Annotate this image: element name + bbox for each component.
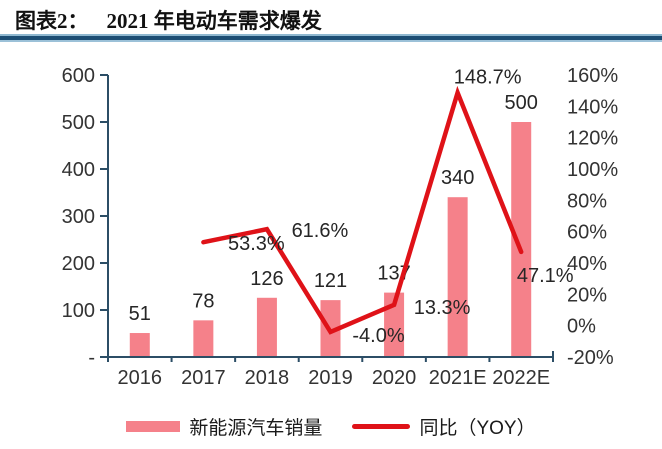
yoy-line — [201, 85, 524, 335]
right-tick-label: 60% — [567, 222, 607, 244]
yoy-value-label: 53.3% — [228, 233, 285, 255]
figure-number-label: 图表2： — [15, 9, 89, 33]
bar-value-label: 121 — [314, 270, 347, 292]
left-tick-label: 500 — [62, 112, 95, 134]
right-tick-label: 40% — [567, 253, 607, 275]
bar-2016 — [129, 333, 150, 357]
bar-value-label: 500 — [505, 92, 538, 114]
category-label-2016: 2016 — [118, 367, 163, 389]
yoy-value-label: 148.7% — [454, 67, 522, 89]
category-label-2020: 2020 — [372, 367, 417, 389]
figure-header: 图表2： 2021 年电动车需求爆发 — [15, 5, 322, 35]
yoy-value-label: 61.6% — [292, 220, 349, 242]
left-tick-label: 400 — [62, 159, 95, 181]
chart-canvas: 600 500 400 300 200 100 - 160% 140% 120% 100% 80% 60… — [62, 65, 619, 389]
figure-title: 2021 年电动车需求爆发 — [106, 9, 322, 33]
right-tick-label: 160% — [567, 65, 618, 87]
left-tick-label: 100 — [62, 300, 95, 322]
header-rule — [0, 34, 662, 42]
line-swatch-icon — [352, 424, 411, 429]
left-tick-label: 200 — [62, 253, 95, 275]
bar-2018 — [256, 297, 277, 357]
right-tick-label: 80% — [567, 190, 607, 212]
bar-swatch-icon — [126, 421, 181, 432]
legend-label-sales: 新能源汽车销量 — [189, 418, 323, 439]
legend-item-yoy: 同比（YOY） — [352, 413, 536, 440]
bar-value-label: 78 — [192, 290, 214, 312]
bar-2022E — [511, 122, 532, 357]
right-tick-label: 140% — [567, 96, 618, 118]
category-label-2019: 2019 — [308, 367, 353, 389]
yoy-value-label: 13.3% — [414, 297, 471, 319]
right-tick-label: -20% — [567, 347, 614, 369]
yoy-value-label: 47.1% — [517, 265, 574, 287]
bar-value-label: 126 — [250, 268, 283, 290]
bar-value-label: 340 — [441, 167, 474, 189]
right-tick-label: 120% — [567, 128, 618, 150]
category-label-2018: 2018 — [245, 367, 290, 389]
legend: 新能源汽车销量 同比（YOY） — [0, 413, 662, 440]
left-tick-label: 300 — [62, 206, 95, 228]
bar-2021E — [447, 197, 468, 357]
bar-value-label: 51 — [129, 303, 151, 325]
right-tick-label: 20% — [567, 284, 607, 306]
category-label-2021E: 2021E — [429, 367, 487, 389]
left-tick-label: 600 — [62, 65, 95, 87]
right-tick-label: 100% — [567, 159, 618, 181]
category-label-2017: 2017 — [181, 367, 226, 389]
left-tick-label: - — [88, 347, 95, 369]
yoy-value-label: -4.0% — [352, 325, 404, 347]
legend-label-yoy: 同比（YOY） — [419, 418, 536, 439]
right-tick-label: 0% — [567, 316, 596, 338]
legend-item-sales: 新能源汽车销量 — [126, 413, 322, 440]
bar-2017 — [193, 320, 214, 357]
category-label-2022E: 2022E — [492, 367, 550, 389]
